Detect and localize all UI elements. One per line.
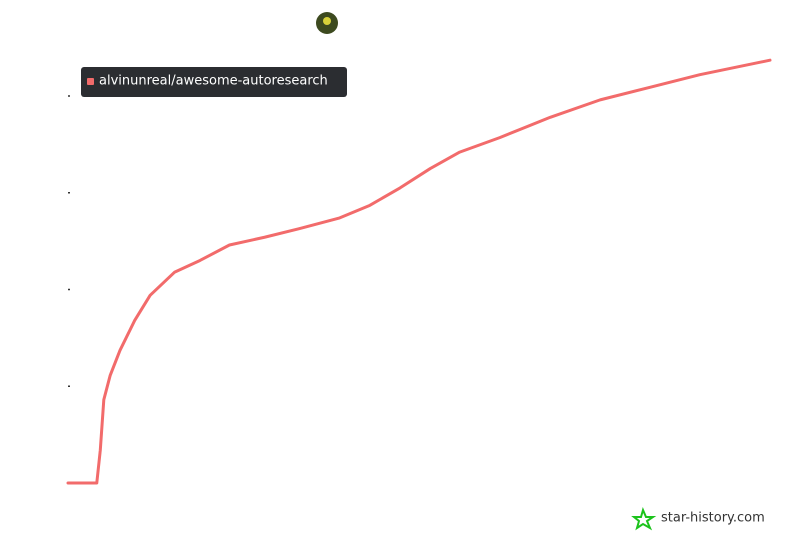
logo	[631, 507, 657, 531]
watermark: star-history.com	[661, 511, 765, 526]
plot-area	[66, 58, 772, 485]
legend-box	[81, 67, 347, 97]
legend-swatch	[87, 78, 94, 85]
legend-label: alvinunreal/awesome-autoresearch	[99, 74, 328, 89]
avatar-detail	[323, 17, 331, 25]
series-line	[66, 58, 772, 485]
